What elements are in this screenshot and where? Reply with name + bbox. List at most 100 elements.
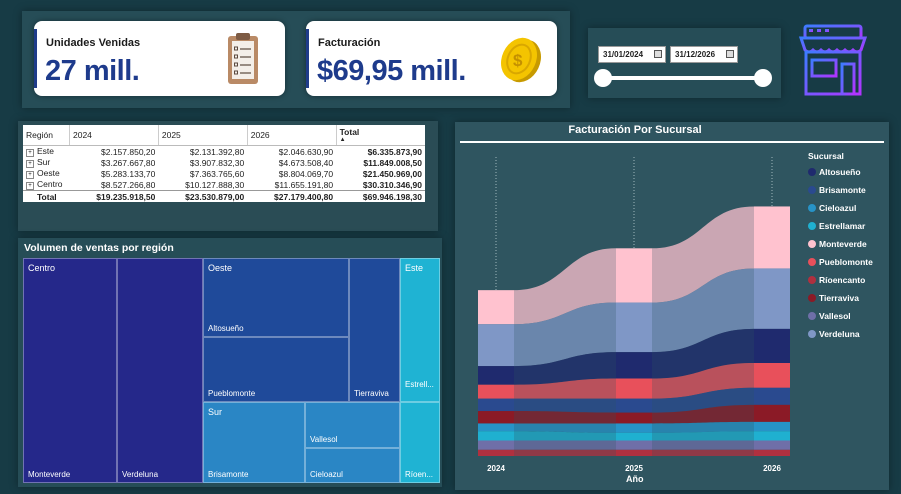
legend-label: Verdeluna [819, 329, 860, 339]
ribbon-Ríoencanto[interactable] [514, 450, 616, 456]
bar-Ríoencanto-2025[interactable] [616, 450, 652, 456]
treemap-cell-rioencanto[interactable]: Ríoen... [400, 402, 440, 483]
cell: $5.283.133,70 [70, 168, 159, 179]
bar-Estrellamar-2025[interactable] [616, 433, 652, 441]
header-2026[interactable]: 2026 [247, 125, 336, 146]
header-region[interactable]: Región [23, 125, 70, 146]
ribbon-Vallesol[interactable] [514, 441, 616, 450]
row-label[interactable]: + Este [23, 146, 70, 158]
bar-Monteverde-2025[interactable] [616, 248, 652, 302]
expand-icon[interactable]: + [26, 160, 34, 168]
header-total-label: Total [340, 127, 360, 137]
cell-total: $11.849.008,50 [336, 157, 425, 168]
legend-label: Estrellamar [819, 221, 865, 231]
treemap-cell-altosueno[interactable]: Oeste Altosueño [203, 258, 349, 337]
header-2024[interactable]: 2024 [70, 125, 159, 146]
bar-Cieloazul-2025[interactable] [616, 423, 652, 432]
legend-item[interactable]: Monteverde [808, 235, 873, 253]
legend-dot [808, 186, 816, 194]
expand-icon[interactable]: + [26, 182, 34, 190]
legend-item[interactable]: Altosueño [808, 163, 873, 181]
slider-track[interactable] [602, 76, 764, 80]
row-label[interactable]: + Oeste [23, 168, 70, 179]
end-date-field[interactable]: 31/12/2026 [670, 46, 738, 63]
region-name: Sur [37, 157, 50, 167]
bar-Ríoencanto-2024[interactable] [478, 450, 514, 456]
treemap-cell-vallesol[interactable]: Vallesol [305, 402, 400, 448]
slider-end-handle[interactable] [754, 69, 772, 87]
legend-item[interactable]: Estrellamar [808, 217, 873, 235]
ribbon-Ríoencanto[interactable] [652, 450, 754, 456]
treemap-cell-monteverde[interactable]: Centro Monteverde [23, 258, 117, 483]
treemap-cell-tierraviva[interactable]: Tierraviva [349, 258, 400, 402]
bar-Verdeluna-2024[interactable] [478, 324, 514, 366]
total-row: Total $19.235.918,50 $23.530.879,00 $27.… [23, 191, 425, 203]
group-label-sur: Sur [208, 407, 222, 417]
bar-Brisamonte-2026[interactable] [754, 388, 790, 405]
slider-start-handle[interactable] [594, 69, 612, 87]
matrix-table-wrapper: Región 2024 2025 2026 Total ▲ + Este $2.15… [23, 125, 425, 202]
legend-dot [808, 240, 816, 248]
bar-Pueblomonte-2025[interactable] [616, 379, 652, 399]
bar-Altosueño-2026[interactable] [754, 329, 790, 363]
legend-item[interactable]: Brisamonte [808, 181, 873, 199]
legend-label: Cieloazul [819, 203, 856, 213]
ribbon-Tierraviva[interactable] [514, 411, 616, 423]
cell: $10.127.888,30 [158, 179, 247, 191]
bar-Tierraviva-2025[interactable] [616, 413, 652, 424]
bar-Monteverde-2024[interactable] [478, 290, 514, 324]
legend-item[interactable]: Tierraviva [808, 289, 873, 307]
header-2025[interactable]: 2025 [158, 125, 247, 146]
matrix-panel: Región 2024 2025 2026 Total ▲ + Este $2.15… [18, 121, 438, 231]
bar-Tierraviva-2026[interactable] [754, 405, 790, 422]
bar-Brisamonte-2025[interactable] [616, 399, 652, 413]
ribbon-Vallesol[interactable] [652, 441, 754, 450]
treemap-cell-estrellamar[interactable]: Este Estrell... [400, 258, 440, 402]
units-value: 27 mill. [45, 55, 139, 88]
bar-Vallesol-2024[interactable] [478, 441, 514, 450]
bar-Cieloazul-2024[interactable] [478, 423, 514, 431]
treemap-cell-brisamonte[interactable]: Sur Brisamonte [203, 402, 305, 483]
bar-Verdeluna-2025[interactable] [616, 303, 652, 353]
bar-Tierraviva-2024[interactable] [478, 411, 514, 423]
treemap-cell-pueblomonte[interactable]: Pueblomonte [203, 337, 349, 402]
bar-Ríoencanto-2026[interactable] [754, 450, 790, 456]
legend-item[interactable]: Ríoencanto [808, 271, 873, 289]
cell: $2.131.392,80 [158, 146, 247, 158]
cell: $11.655.191,80 [247, 179, 336, 191]
cell: $4.673.508,40 [247, 157, 336, 168]
bar-Altosueño-2024[interactable] [478, 366, 514, 385]
bar-Altosueño-2025[interactable] [616, 352, 652, 378]
legend-item[interactable]: Vallesol [808, 307, 873, 325]
expand-icon[interactable]: + [26, 149, 34, 157]
treemap-cell-verdeluna[interactable]: Verdeluna [117, 258, 203, 483]
legend-label: Altosueño [819, 167, 861, 177]
legend: Sucursal Altosueño Brisamonte Cieloazul Est… [808, 151, 873, 343]
bar-Pueblomonte-2024[interactable] [478, 385, 514, 399]
bar-Pueblomonte-2026[interactable] [754, 363, 790, 388]
row-label[interactable]: + Centro [23, 179, 70, 191]
card-accent [34, 29, 37, 88]
ribbon-Cieloazul[interactable] [652, 422, 754, 433]
header-total[interactable]: Total ▲ [336, 125, 425, 146]
legend-item[interactable]: Verdeluna [808, 325, 873, 343]
cell-label: Ríoen... [405, 470, 433, 479]
legend-item[interactable]: Cieloazul [808, 199, 873, 217]
expand-icon[interactable]: + [26, 171, 34, 179]
row-label[interactable]: + Sur [23, 157, 70, 168]
legend-dot [808, 294, 816, 302]
bar-Verdeluna-2026[interactable] [754, 268, 790, 328]
bar-Estrellamar-2024[interactable] [478, 431, 514, 440]
treemap-cell-cieloazul[interactable]: Cieloazul [305, 448, 400, 483]
bar-Vallesol-2026[interactable] [754, 441, 790, 450]
cell: $3.267.667,80 [70, 157, 159, 168]
ribbon-chart[interactable]: 2024 2025 2026 [455, 142, 805, 487]
bar-Vallesol-2025[interactable] [616, 441, 652, 450]
legend-item[interactable]: Pueblomonte [808, 253, 873, 271]
bar-Monteverde-2026[interactable] [754, 206, 790, 268]
start-date-field[interactable]: 31/01/2024 [598, 46, 666, 63]
bar-Brisamonte-2024[interactable] [478, 399, 514, 411]
bar-Estrellamar-2026[interactable] [754, 431, 790, 440]
bar-Cieloazul-2026[interactable] [754, 422, 790, 431]
ribbon-Brisamonte[interactable] [514, 399, 616, 413]
